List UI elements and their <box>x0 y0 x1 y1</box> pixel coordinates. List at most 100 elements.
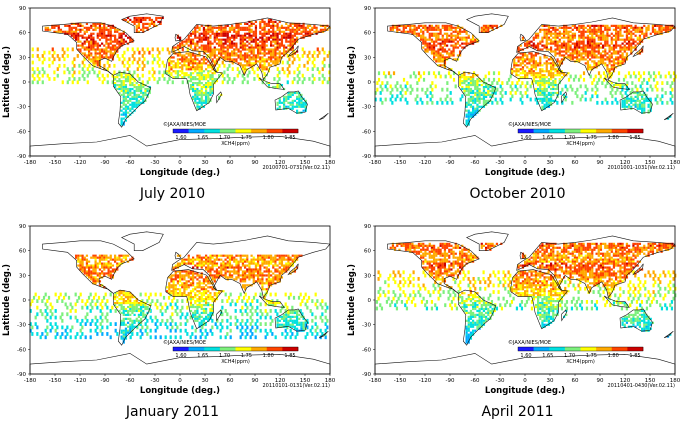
land-sounding <box>103 52 106 55</box>
land-sounding <box>599 24 603 27</box>
ocean-sounding <box>191 325 194 330</box>
land-sounding <box>441 24 444 27</box>
land-sounding <box>103 28 106 31</box>
land-sounding <box>144 26 147 29</box>
land-sounding <box>103 44 106 47</box>
land-sounding <box>57 30 60 33</box>
land-sounding <box>539 70 542 73</box>
land-sounding <box>105 26 108 29</box>
land-sounding <box>625 46 629 49</box>
land-sounding <box>287 93 290 97</box>
land-sounding <box>306 30 310 33</box>
ocean-sounding <box>521 81 524 85</box>
land-sounding <box>189 258 193 261</box>
land-sounding <box>261 66 264 69</box>
land-sounding <box>90 256 93 259</box>
land-sounding <box>98 32 102 35</box>
land-sounding <box>543 83 546 87</box>
land-sounding <box>287 24 290 27</box>
land-sounding <box>306 26 310 29</box>
land-sounding <box>137 103 141 106</box>
land-sounding <box>170 68 173 71</box>
land-sounding <box>459 30 462 33</box>
ocean-sounding <box>54 292 57 297</box>
ocean-sounding <box>422 77 426 82</box>
ocean-sounding <box>87 295 91 300</box>
land-sounding <box>552 82 555 85</box>
land-sounding <box>133 101 136 104</box>
land-sounding <box>254 266 258 269</box>
land-sounding <box>296 103 299 106</box>
land-sounding <box>44 26 47 29</box>
land-sounding <box>77 32 80 35</box>
land-sounding <box>200 91 203 95</box>
land-sounding <box>296 36 299 39</box>
land-sounding <box>250 28 253 31</box>
ocean-sounding <box>592 77 596 82</box>
land-sounding <box>202 262 206 265</box>
land-sounding <box>593 50 596 53</box>
ocean-sounding <box>174 328 177 333</box>
land-sounding <box>539 28 542 31</box>
land-sounding <box>628 48 631 51</box>
land-sounding <box>625 26 629 29</box>
land-sounding <box>222 48 225 51</box>
land-sounding <box>543 95 546 99</box>
land-sounding <box>448 54 451 57</box>
ocean-sounding <box>46 73 49 78</box>
ocean-sounding <box>446 81 449 85</box>
land-sounding <box>250 44 253 47</box>
land-sounding <box>315 28 318 31</box>
ocean-sounding <box>306 305 309 310</box>
land-sounding <box>96 266 99 269</box>
land-sounding <box>593 52 596 55</box>
land-sounding <box>539 42 542 45</box>
land-sounding <box>573 52 577 55</box>
land-sounding <box>205 256 208 259</box>
land-sounding <box>602 46 605 49</box>
y-tick-label: 90 <box>19 6 26 12</box>
land-sounding <box>179 66 182 69</box>
land-sounding <box>532 58 535 61</box>
ocean-sounding <box>226 332 229 336</box>
land-sounding <box>200 82 203 85</box>
ocean-sounding <box>441 100 444 105</box>
ocean-sounding <box>249 335 252 340</box>
land-sounding <box>641 97 644 100</box>
land-sounding <box>456 42 460 45</box>
ocean-sounding <box>36 332 39 336</box>
land-sounding <box>176 62 180 65</box>
land-sounding <box>109 256 112 259</box>
ocean-sounding <box>576 87 579 92</box>
land-sounding <box>265 68 268 71</box>
land-sounding <box>270 20 273 24</box>
land-sounding <box>116 30 119 33</box>
land-sounding <box>439 30 442 33</box>
land-sounding <box>619 26 622 29</box>
coastline-indonesia <box>603 77 630 90</box>
land-sounding <box>105 36 108 39</box>
land-sounding <box>116 42 119 45</box>
land-sounding <box>641 93 644 97</box>
land-sounding <box>437 34 440 37</box>
land-sounding <box>610 46 613 49</box>
land-sounding <box>183 58 186 61</box>
land-sounding <box>632 97 635 100</box>
land-sounding <box>202 34 206 37</box>
land-sounding <box>111 258 115 261</box>
coastline-namerica <box>387 22 480 76</box>
ocean-sounding <box>656 100 659 105</box>
land-sounding <box>79 254 82 257</box>
land-sounding <box>118 74 121 77</box>
ocean-sounding <box>66 80 69 85</box>
land-sounding <box>461 82 464 85</box>
land-sounding <box>476 109 479 112</box>
land-sounding <box>558 64 561 67</box>
ocean-sounding <box>161 312 164 317</box>
land-sounding <box>200 99 203 102</box>
land-sounding <box>246 56 249 59</box>
land-sounding <box>98 260 102 263</box>
land-sounding <box>205 83 208 87</box>
land-sounding <box>599 58 603 61</box>
land-sounding <box>224 24 227 27</box>
